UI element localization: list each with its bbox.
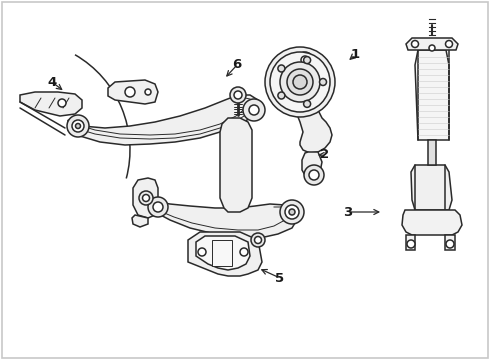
Polygon shape [196,236,250,270]
Polygon shape [415,50,449,140]
Circle shape [309,170,319,180]
Circle shape [254,237,262,243]
Circle shape [148,197,168,217]
Circle shape [407,240,415,248]
Circle shape [297,52,313,68]
Polygon shape [108,80,158,104]
Polygon shape [428,140,436,165]
Circle shape [139,191,153,205]
Text: 2: 2 [320,148,330,162]
Circle shape [278,65,285,72]
Polygon shape [402,210,462,235]
Circle shape [153,202,163,212]
Polygon shape [212,240,232,266]
Circle shape [125,87,135,97]
Circle shape [270,52,330,112]
Circle shape [304,100,311,107]
Polygon shape [406,235,415,250]
Polygon shape [188,232,262,276]
Circle shape [251,233,265,247]
Text: 6: 6 [232,58,242,72]
Text: 5: 5 [275,271,285,284]
Circle shape [293,75,307,89]
Text: 4: 4 [48,76,57,89]
Circle shape [198,248,206,256]
Circle shape [265,47,335,117]
Circle shape [446,240,454,248]
Circle shape [58,99,66,107]
Circle shape [280,200,304,224]
Circle shape [72,120,84,132]
Circle shape [289,209,295,215]
Circle shape [319,78,326,85]
Polygon shape [68,95,260,145]
Circle shape [234,91,242,99]
Circle shape [230,87,246,103]
Circle shape [278,92,285,99]
Circle shape [285,205,299,219]
Polygon shape [445,235,455,250]
Polygon shape [406,38,458,50]
Text: 3: 3 [343,206,353,219]
Polygon shape [302,152,322,178]
Text: 1: 1 [350,49,360,62]
Circle shape [249,105,259,115]
Polygon shape [282,65,332,153]
Polygon shape [220,118,252,212]
Circle shape [143,194,149,202]
Polygon shape [20,92,82,116]
Circle shape [240,248,248,256]
Circle shape [304,57,311,64]
Polygon shape [132,215,148,227]
Circle shape [412,40,418,48]
Circle shape [67,115,89,137]
Polygon shape [133,178,158,218]
Circle shape [75,123,80,129]
Circle shape [429,45,435,51]
Circle shape [445,40,452,48]
Polygon shape [411,165,452,210]
Circle shape [243,99,265,121]
Circle shape [304,165,324,185]
Circle shape [287,69,313,95]
Circle shape [280,62,320,102]
Circle shape [301,56,309,64]
Polygon shape [155,202,298,238]
Circle shape [145,89,151,95]
